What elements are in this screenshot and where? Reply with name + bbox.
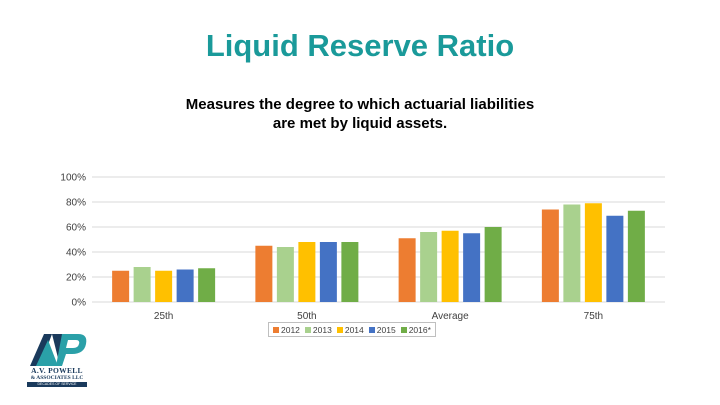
x-tick-label: 50th: [297, 311, 316, 322]
bar-2016-25th: [198, 268, 216, 302]
y-tick-label: 80%: [66, 198, 86, 209]
bar-2016-75th: [627, 210, 645, 302]
bar-2013-average: [420, 232, 438, 302]
legend-item: 2013: [304, 324, 332, 335]
bar-2012-average: [398, 238, 416, 302]
bar-2015-75th: [606, 215, 624, 302]
chart-legend: 2012 2013 2014 2015 2016*: [268, 322, 436, 337]
x-tick-label: 25th: [154, 311, 173, 322]
y-tick-label: 40%: [66, 248, 86, 259]
logo-company-sub: & ASSOCIATES LLC: [30, 375, 84, 381]
x-tick-label: Average: [432, 311, 470, 322]
slide-subtitle: Measures the degree to which actuarial l…: [0, 95, 720, 133]
bar-2014-50th: [298, 242, 316, 302]
slide-title: Liquid Reserve Ratio: [205, 28, 515, 63]
bar-2012-75th: [541, 209, 559, 302]
company-logo: [30, 334, 87, 366]
legend-label: 2014: [344, 324, 364, 335]
bar-2015-average: [463, 233, 481, 302]
bar-2012-50th: [255, 245, 273, 302]
bar-2012-25th: [112, 270, 130, 302]
logo-tagline: DECADES OF SERVICE: [27, 382, 87, 387]
bar-2014-average: [441, 230, 459, 302]
bar-2013-50th: [276, 247, 294, 302]
y-tick-label: 100%: [60, 173, 86, 184]
bar-2014-25th: [155, 270, 173, 302]
legend-label: 2013: [312, 324, 332, 335]
legend-swatch: [368, 326, 375, 333]
legend-swatch: [273, 326, 279, 333]
bar-2016-average: [484, 227, 502, 302]
y-axis-tick-labels: 0% 20% 40% 60% 80% 100%: [60, 173, 86, 309]
bar-2016-50th: [341, 242, 359, 302]
bar-2014-75th: [584, 203, 602, 302]
legend-item: 2016*: [400, 324, 431, 335]
bar-2015-50th: [319, 242, 337, 302]
subtitle-line-2: are met by liquid assets.: [272, 115, 448, 132]
x-axis-tick-labels: 25th 50th Average 75th: [154, 311, 603, 322]
y-tick-label: 60%: [66, 223, 86, 234]
legend-label: 2015: [376, 324, 396, 335]
bar-2015-25th: [176, 269, 194, 302]
legend-item: 2015: [368, 324, 396, 335]
legend-swatch: [400, 326, 407, 333]
legend-label: 2012: [281, 324, 300, 335]
y-tick-label: 0%: [72, 298, 87, 309]
legend-swatch: [304, 326, 311, 333]
legend-item: 2014: [336, 324, 364, 335]
y-tick-label: 20%: [66, 273, 86, 284]
bar-2013-75th: [563, 204, 581, 302]
subtitle-line-1: Measures the degree to which actuarial l…: [185, 96, 535, 113]
bar-2013-25th: [133, 267, 151, 302]
x-tick-label: 75th: [584, 311, 603, 322]
logo-company-name: A.V. POWELL: [31, 366, 83, 375]
legend-swatch: [336, 326, 343, 333]
legend-label: 2016*: [408, 324, 431, 335]
chart-bars: [112, 203, 645, 302]
legend-item: 2012: [273, 325, 300, 335]
